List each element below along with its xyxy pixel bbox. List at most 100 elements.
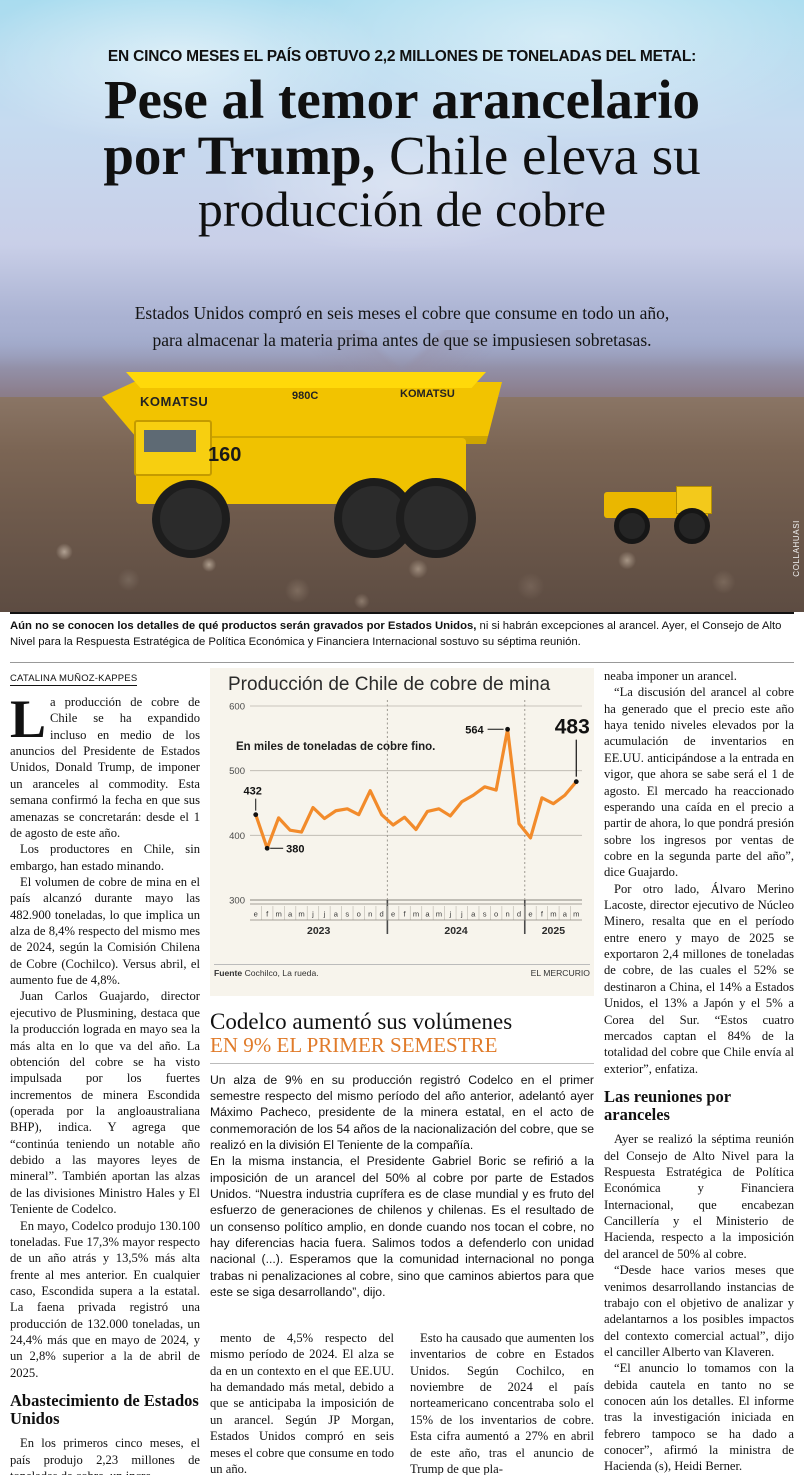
paragraph: “Desde hace varios meses que venimos des… xyxy=(604,1263,794,1359)
svg-text:2025: 2025 xyxy=(542,925,566,937)
body-top-rule xyxy=(10,662,794,663)
byline: CATALINA MUÑOZ-KAPPES xyxy=(10,673,138,686)
svg-text:m: m xyxy=(550,910,556,919)
svg-text:f: f xyxy=(541,910,544,919)
svg-text:f: f xyxy=(266,910,269,919)
drop-cap: L xyxy=(10,689,47,749)
codelco-headline: Codelco aumentó sus volúmenes xyxy=(210,1009,513,1034)
production-chart: Producción de Chile de cobre de mina En … xyxy=(210,668,594,996)
svg-text:2024: 2024 xyxy=(444,925,468,937)
small-truck-wheel-b xyxy=(674,508,710,544)
paragraph: El volumen de cobre de mina en el país a… xyxy=(10,874,200,988)
svg-text:s: s xyxy=(345,910,349,919)
svg-text:m: m xyxy=(298,910,304,919)
svg-text:e: e xyxy=(254,910,258,919)
svg-text:m: m xyxy=(413,910,419,919)
paragraph: mento de 4,5% respecto del mismo período… xyxy=(210,1331,394,1475)
hero-photo: KOMATSU KOMATSU 980C 160 EN CINCO MESES … xyxy=(0,0,804,612)
paragraph: En los primeros cinco meses, el país pro… xyxy=(10,1436,200,1475)
svg-text:o: o xyxy=(357,910,361,919)
codelco-subheadline: EN 9% EL PRIMER SEMESTRE xyxy=(210,1033,498,1058)
svg-text:j: j xyxy=(460,910,463,919)
chart-source-label: Fuente xyxy=(214,968,243,978)
svg-text:a: a xyxy=(288,910,293,919)
chart-publisher: EL MERCURIO xyxy=(530,968,590,978)
chart-source-value: Cochilco, La rueda. xyxy=(244,968,319,978)
caption-lead: Aún no se conocen los detalles de qué pr… xyxy=(10,620,477,632)
paragraph: Por otro lado, Álvaro Merino Lacoste, di… xyxy=(604,881,794,1076)
svg-text:d: d xyxy=(380,910,384,919)
chart-subtitle: En miles de toneladas de cobre fino. xyxy=(236,741,436,753)
truck-wheel-front xyxy=(152,480,230,558)
photo-credit: COLLAHUASI xyxy=(792,520,801,577)
headline-line-2-bold: por Trump, xyxy=(103,125,376,187)
page-title: Pese al temor arancelario por Trump, Chi… xyxy=(30,69,774,238)
caption-rest: ni si habrán excepciones al arancel. Aye… xyxy=(10,620,782,649)
headline-line-2-rest: Chile eleva su xyxy=(375,125,701,187)
headline-line-3: producción de cobre xyxy=(197,181,607,238)
standfirst-line-2: para almacenar la materia prima antes de… xyxy=(152,330,652,351)
truck-wheel-rear-b xyxy=(396,478,476,558)
paragraph: “La discusión del arancel al cobre ha ge… xyxy=(604,685,794,880)
svg-text:e: e xyxy=(391,910,395,919)
headline-line-2: por Trump, Chile eleva su xyxy=(30,128,774,184)
headline-line-1: Pese al temor arancelario xyxy=(103,69,701,130)
chart-source-row: Fuente Cochilco, La rueda. EL MERCURIO xyxy=(214,964,590,978)
paragraph: neaba imponer un arancel. xyxy=(604,669,737,683)
svg-text:a: a xyxy=(425,910,430,919)
svg-text:m: m xyxy=(436,910,442,919)
section-subhead: Las reuniones por aranceles xyxy=(604,1086,731,1125)
truck-model-label: 980C xyxy=(292,390,319,402)
chart-title: Producción de Chile de cobre de mina xyxy=(228,674,551,695)
haul-truck-large: KOMATSU KOMATSU 980C 160 xyxy=(96,372,526,562)
svg-text:d: d xyxy=(517,910,521,919)
svg-text:j: j xyxy=(323,910,326,919)
svg-text:a: a xyxy=(563,910,568,919)
paragraph: En mayo, Codelco produjo 130.100 tonelad… xyxy=(10,1218,200,1380)
svg-text:300: 300 xyxy=(229,896,245,907)
svg-text:500: 500 xyxy=(229,766,245,777)
svg-text:j: j xyxy=(449,910,452,919)
svg-text:e: e xyxy=(528,910,532,919)
svg-text:600: 600 xyxy=(229,702,245,713)
paragraph: En la misma instancia, el Presidente Gab… xyxy=(210,1154,594,1300)
svg-text:j: j xyxy=(311,910,314,919)
svg-text:483: 483 xyxy=(555,716,590,739)
truck-number-label: 160 xyxy=(208,444,242,466)
paragraph: Juan Carlos Guajardo, director ejecutivo… xyxy=(10,989,200,1217)
article-kicker: EN CINCO MESES EL PAÍS OBTUVO 2,2 MILLON… xyxy=(107,48,697,65)
haul-truck-small xyxy=(604,486,724,550)
codelco-rule xyxy=(210,1062,594,1064)
continuation-two-column: mento de 4,5% respecto del mismo período… xyxy=(210,1330,594,1475)
svg-text:400: 400 xyxy=(229,831,245,842)
standfirst-line-1: Estados Unidos compró en seis meses el c… xyxy=(134,303,670,323)
svg-text:m: m xyxy=(275,910,281,919)
paragraph: Esto ha causado que aumenten los inventa… xyxy=(410,1331,594,1475)
paragraph: Un alza de 9% en su producción registró … xyxy=(210,1072,594,1152)
paragraph: Ayer se realizó la séptima reunión del C… xyxy=(604,1132,794,1261)
svg-text:n: n xyxy=(505,910,509,919)
paragraph: “El anuncio lo tomamos con la debida cau… xyxy=(604,1361,794,1474)
svg-text:s: s xyxy=(483,910,487,919)
section-subhead: Abastecimiento de Estados Unidos xyxy=(10,1391,199,1429)
right-column: neaba imponer un arancel. “La discusión … xyxy=(604,668,794,1475)
svg-text:380: 380 xyxy=(286,843,304,855)
truck-cab xyxy=(134,420,212,476)
svg-text:564: 564 xyxy=(465,724,484,736)
caption-divider xyxy=(10,612,794,614)
truck-brand-label-secondary: KOMATSU xyxy=(400,388,455,400)
photo-caption: Aún no se conocen los detalles de qué pr… xyxy=(10,618,794,650)
small-truck-wheel-a xyxy=(614,508,650,544)
codelco-article: Codelco aumentó sus volúmenes EN 9% EL P… xyxy=(210,1004,594,1300)
svg-text:a: a xyxy=(334,910,339,919)
paragraph-text: a producción de cobre de Chile se ha exp… xyxy=(10,695,200,840)
svg-text:n: n xyxy=(368,910,372,919)
svg-text:m: m xyxy=(573,910,579,919)
truck-brand-label: KOMATSU xyxy=(140,394,209,409)
article-standfirst: Estados Unidos compró en seis meses el c… xyxy=(88,300,716,354)
